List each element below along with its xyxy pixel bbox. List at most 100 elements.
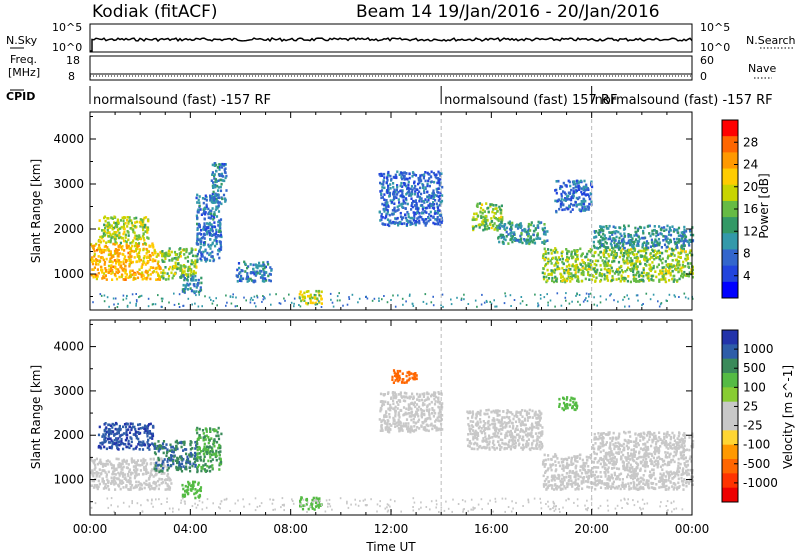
data-cell bbox=[637, 235, 640, 239]
data-cell bbox=[110, 479, 113, 483]
nsky-top-tick: 10^5 bbox=[52, 21, 82, 34]
data-cell bbox=[220, 432, 223, 436]
data-cell bbox=[161, 250, 164, 253]
data-cell bbox=[209, 209, 212, 213]
data-cell bbox=[578, 294, 581, 296]
data-cell bbox=[682, 265, 685, 269]
data-cell bbox=[430, 214, 433, 218]
data-cell bbox=[97, 479, 100, 483]
data-cell bbox=[90, 243, 93, 246]
data-cell bbox=[102, 272, 106, 275]
data-cell bbox=[151, 487, 154, 490]
data-cell bbox=[91, 479, 94, 483]
data-cell bbox=[416, 207, 419, 210]
data-cell bbox=[121, 247, 124, 251]
data-cell bbox=[113, 252, 117, 255]
data-cell bbox=[396, 221, 399, 225]
data-cell bbox=[120, 464, 123, 468]
data-cell bbox=[441, 414, 444, 417]
data-cell bbox=[176, 266, 179, 269]
data-cell bbox=[551, 276, 554, 280]
data-cell bbox=[471, 225, 474, 228]
data-cell bbox=[583, 205, 586, 209]
data-cell bbox=[127, 439, 130, 443]
data-cell bbox=[380, 172, 383, 176]
data-cell bbox=[641, 236, 644, 240]
data-cell bbox=[428, 402, 431, 406]
data-cell bbox=[146, 270, 149, 273]
data-cell bbox=[634, 226, 637, 230]
data-cell bbox=[537, 305, 539, 308]
data-cell bbox=[483, 301, 486, 304]
data-cell bbox=[119, 227, 122, 230]
data-cell bbox=[432, 192, 435, 195]
data-cell bbox=[668, 269, 671, 272]
data-cell bbox=[95, 470, 98, 474]
data-cell bbox=[617, 230, 620, 234]
data-cell bbox=[154, 481, 157, 484]
data-cell bbox=[319, 294, 322, 298]
data-cell bbox=[688, 271, 691, 274]
data-cell bbox=[498, 226, 502, 230]
data-cell bbox=[514, 441, 517, 445]
data-cell bbox=[160, 305, 163, 308]
data-cell bbox=[602, 225, 605, 229]
data-cell bbox=[169, 443, 172, 447]
data-cell bbox=[669, 239, 672, 243]
data-cell bbox=[661, 251, 664, 255]
data-cell bbox=[101, 435, 104, 438]
data-cell bbox=[154, 452, 157, 456]
data-cell bbox=[629, 241, 633, 245]
data-cell bbox=[395, 196, 398, 199]
data-cell bbox=[104, 224, 108, 227]
data-cell bbox=[636, 240, 639, 243]
data-cell bbox=[148, 482, 151, 485]
data-cell bbox=[653, 249, 656, 252]
data-cell bbox=[413, 401, 416, 404]
data-cell bbox=[147, 485, 150, 489]
data-cell bbox=[539, 237, 542, 240]
data-cell bbox=[418, 199, 421, 203]
data-cell bbox=[195, 214, 198, 218]
data-cell bbox=[390, 299, 392, 301]
data-cell bbox=[212, 259, 215, 263]
data-cell bbox=[512, 233, 515, 236]
data-cell bbox=[171, 257, 174, 261]
data-cell bbox=[408, 397, 411, 400]
data-cell bbox=[263, 296, 265, 299]
data-cell bbox=[124, 222, 127, 225]
data-cell bbox=[160, 275, 164, 278]
data-cell bbox=[542, 253, 545, 256]
data-cell bbox=[208, 221, 211, 225]
data-cell bbox=[142, 461, 146, 465]
data-cell bbox=[123, 227, 126, 231]
data-cell bbox=[137, 442, 140, 446]
data-cell bbox=[211, 453, 214, 456]
data-cell bbox=[135, 434, 138, 438]
data-cell bbox=[662, 234, 665, 238]
data-cell bbox=[641, 255, 644, 258]
data-cell bbox=[293, 302, 295, 305]
data-cell bbox=[211, 467, 214, 470]
data-cell bbox=[599, 246, 602, 249]
data-cell bbox=[402, 176, 405, 180]
data-cell bbox=[677, 234, 680, 238]
data-cell bbox=[428, 173, 431, 176]
data-cell bbox=[131, 422, 134, 426]
data-cell bbox=[183, 265, 186, 268]
data-cell bbox=[544, 264, 547, 268]
data-cell bbox=[95, 475, 98, 478]
data-cell bbox=[329, 292, 332, 295]
data-cell bbox=[681, 238, 684, 242]
data-cell bbox=[211, 302, 214, 305]
data-cell bbox=[196, 448, 199, 452]
data-cell bbox=[142, 472, 145, 476]
cpid-segment-label: normalsound (fast) 157 RF bbox=[444, 93, 617, 108]
data-cell bbox=[614, 231, 617, 235]
data-cell bbox=[118, 424, 121, 428]
data-cell bbox=[190, 259, 193, 262]
data-cell bbox=[474, 218, 477, 221]
data-cell bbox=[414, 174, 418, 177]
data-cell bbox=[575, 196, 578, 200]
data-cell bbox=[384, 400, 387, 404]
